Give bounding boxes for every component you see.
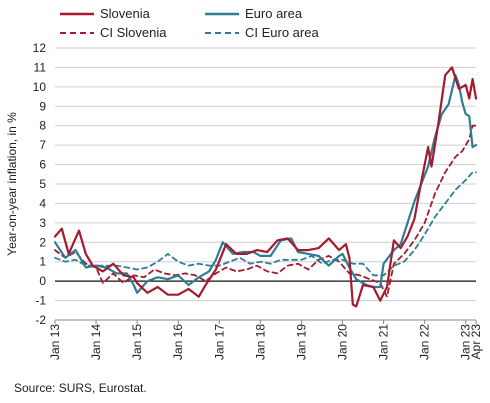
source-note: Source: SURS, Eurostat. <box>14 381 147 395</box>
y-tick-label: 3 <box>39 216 46 230</box>
y-tick-label: 11 <box>34 60 47 74</box>
y-tick-label: -1 <box>35 294 46 308</box>
x-tick-label: Jan 22 <box>418 324 432 360</box>
y-tick-label: 5 <box>39 177 46 191</box>
y-axis-label: Year-on-year inflation, in % <box>5 112 19 256</box>
x-tick-label: Jan 14 <box>89 324 103 360</box>
y-tick-label: 0 <box>39 274 46 288</box>
gridlines <box>55 47 476 321</box>
series-lines <box>53 66 478 308</box>
x-tick-label: Jan 20 <box>336 324 350 360</box>
x-tick-label: Jan 21 <box>377 324 391 360</box>
legend: Slovenia Euro area CI Slovenia CI Euro a… <box>60 6 319 40</box>
series-line-ci-euro-area <box>54 171 477 277</box>
y-tick-label: 2 <box>39 235 46 249</box>
y-tick-label: 9 <box>39 99 46 113</box>
x-tick-label: Jan 23 <box>459 324 473 360</box>
series-line-slovenia <box>53 66 478 308</box>
legend-label-ci-slovenia: CI Slovenia <box>100 25 167 40</box>
legend-label-slovenia: Slovenia <box>100 6 151 21</box>
y-tick-label: 4 <box>39 196 46 210</box>
y-tick-label: 8 <box>39 119 46 133</box>
x-tick-label: Jan 16 <box>171 324 185 360</box>
x-tick-label: Jan 17 <box>212 324 226 360</box>
series-line-ci-slovenia <box>54 124 477 298</box>
x-tick-label: Jan 18 <box>253 324 267 360</box>
x-tick-label: Jan 13 <box>48 324 62 360</box>
legend-label-ci-euro-area: CI Euro area <box>245 25 319 40</box>
y-tick-label: 12 <box>33 41 47 55</box>
x-tick-label: Apr 23 <box>469 324 483 360</box>
legend-label-euro-area: Euro area <box>245 6 303 21</box>
x-tick-label: Jan 19 <box>294 324 308 360</box>
y-tick-label: -2 <box>35 313 46 327</box>
x-tick-label: Jan 15 <box>130 324 144 360</box>
y-tick-label: 1 <box>39 255 46 269</box>
y-tick-label: 6 <box>39 158 46 172</box>
y-tick-label: 7 <box>39 138 46 152</box>
y-tick-label: 10 <box>33 80 47 94</box>
